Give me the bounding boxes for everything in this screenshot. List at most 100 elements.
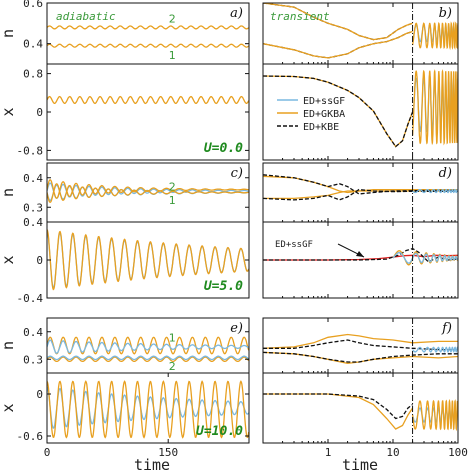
y-tick-label: -0.6: [17, 430, 44, 443]
series-kbe-line: [263, 75, 414, 148]
y-axis-label: n: [0, 188, 17, 197]
panel-2: b): [262, 2, 459, 65]
series-gkba-line: [263, 175, 458, 194]
panel-4: 0.4 0.3 n c) 21: [0, 162, 250, 223]
y-tick-label: 0: [36, 388, 43, 401]
interaction-strength-label: U=5.0: [204, 279, 243, 294]
series-gkba-line: [47, 356, 249, 363]
annotation-text: ED+ssGF: [275, 240, 313, 250]
plot-area: [47, 380, 249, 439]
panel-6: d): [262, 162, 459, 223]
series-ssgf-line: [47, 355, 249, 361]
y-axis-label: n: [0, 29, 17, 38]
y-tick-label: 0.4: [23, 216, 43, 229]
panel-8: 0.4 0.3 n e) 1 2: [0, 317, 250, 374]
x-tick-label: 10: [386, 446, 399, 459]
y-axis-label: x: [0, 255, 17, 264]
plot-area: [47, 336, 249, 363]
y-tick-label: 0.4: [23, 172, 43, 185]
title-transient: transient: [270, 10, 330, 23]
curve-index-label: 1: [169, 194, 176, 207]
y-tick-label: 0: [36, 106, 43, 119]
x-tick-label: 1: [325, 446, 332, 459]
curve-index-label: 2: [169, 360, 176, 373]
curve-index-label: 1: [169, 331, 176, 344]
plot-area: [263, 69, 458, 148]
x-tick-label: 150: [158, 446, 178, 459]
y-tick-label: 0: [36, 254, 43, 267]
series-ssgf-line: [412, 188, 458, 194]
y-axis-label: x: [0, 107, 17, 116]
series-gkba-line: [47, 179, 249, 199]
series-gkba-line: [411, 398, 458, 432]
panel-7: [262, 221, 459, 299]
series-gkba-line: [263, 190, 458, 200]
panel-label: d): [439, 166, 452, 181]
interaction-strength-label: U=10.0: [196, 424, 243, 439]
x-tick-label: 0: [44, 446, 51, 459]
title-adiabatic: adiabatic: [56, 10, 116, 23]
axes-frame: [262, 221, 459, 299]
series-gkba-line: [263, 30, 413, 59]
plot-area: [47, 25, 249, 48]
y-tick-label: 0.6: [23, 0, 43, 10]
panel-3: [262, 63, 459, 161]
series-gkba-line: [263, 3, 413, 41]
axes-frame: [262, 162, 459, 223]
annotation-arrow-head: [356, 251, 364, 257]
series-kbe-line: [263, 393, 413, 420]
y-tick-label: 0.3: [23, 353, 43, 366]
series-gkba-line: [411, 69, 458, 146]
y-tick-label: -0.8: [17, 144, 44, 157]
plot-area: [47, 95, 249, 105]
panel-1: 0.8 0 -0.8 x U=0.0: [0, 63, 250, 161]
panel-0: 0.6 0.4 n a) 2 1: [0, 0, 250, 65]
plot-area: [263, 393, 458, 432]
plot-area: [47, 179, 249, 203]
annotation-ssgf: ED+ssGF: [275, 240, 365, 258]
y-axis-label: n: [0, 341, 17, 350]
series-ssgf-line: [392, 251, 458, 264]
series-gkba-line: [47, 95, 249, 105]
plot-area: [263, 3, 458, 59]
series-ssgf-line: [47, 339, 249, 354]
panel-label: b): [439, 6, 452, 21]
x-tick-label: 100: [448, 446, 468, 459]
axes-frame: [262, 317, 459, 374]
legend-label-kbe: ED+KBE: [303, 122, 339, 133]
interaction-strength-label: U=0.0: [204, 141, 243, 156]
panel-label: a): [230, 6, 243, 21]
legend-label-ssgf: ED+ssGF: [303, 96, 345, 107]
curve-index-label: 1: [169, 49, 176, 62]
xlabel-left: time: [134, 456, 170, 473]
y-tick-label: 0.3: [23, 201, 43, 214]
series-gkba-line: [47, 25, 249, 30]
y-tick-label: -0.4: [17, 292, 44, 305]
panel-label: f): [441, 321, 452, 336]
panel-10: f): [262, 317, 459, 374]
xlabel-right: time: [342, 456, 378, 473]
axes-frame: [262, 63, 459, 161]
plot-area: [263, 174, 458, 201]
y-axis-label: x: [0, 403, 17, 412]
plot-area: [263, 333, 458, 365]
series-gkba-line: [47, 380, 249, 439]
axes-frame: [46, 372, 250, 444]
panel-label: c): [231, 166, 243, 181]
y-tick-label: 0.8: [23, 68, 43, 81]
series-kbe-line: [263, 174, 458, 195]
legend-label-gkba: ED+GKBA: [303, 109, 345, 120]
series-kbe-line: [263, 351, 458, 363]
curve-index-label: 2: [169, 13, 176, 26]
curve-index-label: 2: [169, 181, 176, 194]
legend: ED+ssGF ED+GKBA ED+KBE: [277, 96, 345, 133]
series-gkba-line: [47, 183, 249, 203]
panels-group: 0.60.4na)210.80-0.8xU=0.0b)0.40.3nc)210.…: [0, 0, 468, 459]
axes-frame: [262, 372, 459, 444]
panel-5: 0.4 0 -0.4 x U=5.0: [0, 216, 250, 305]
y-tick-label: 0.4: [23, 326, 43, 339]
series-gkba-line: [47, 229, 249, 291]
series-gkba-line: [47, 43, 249, 48]
